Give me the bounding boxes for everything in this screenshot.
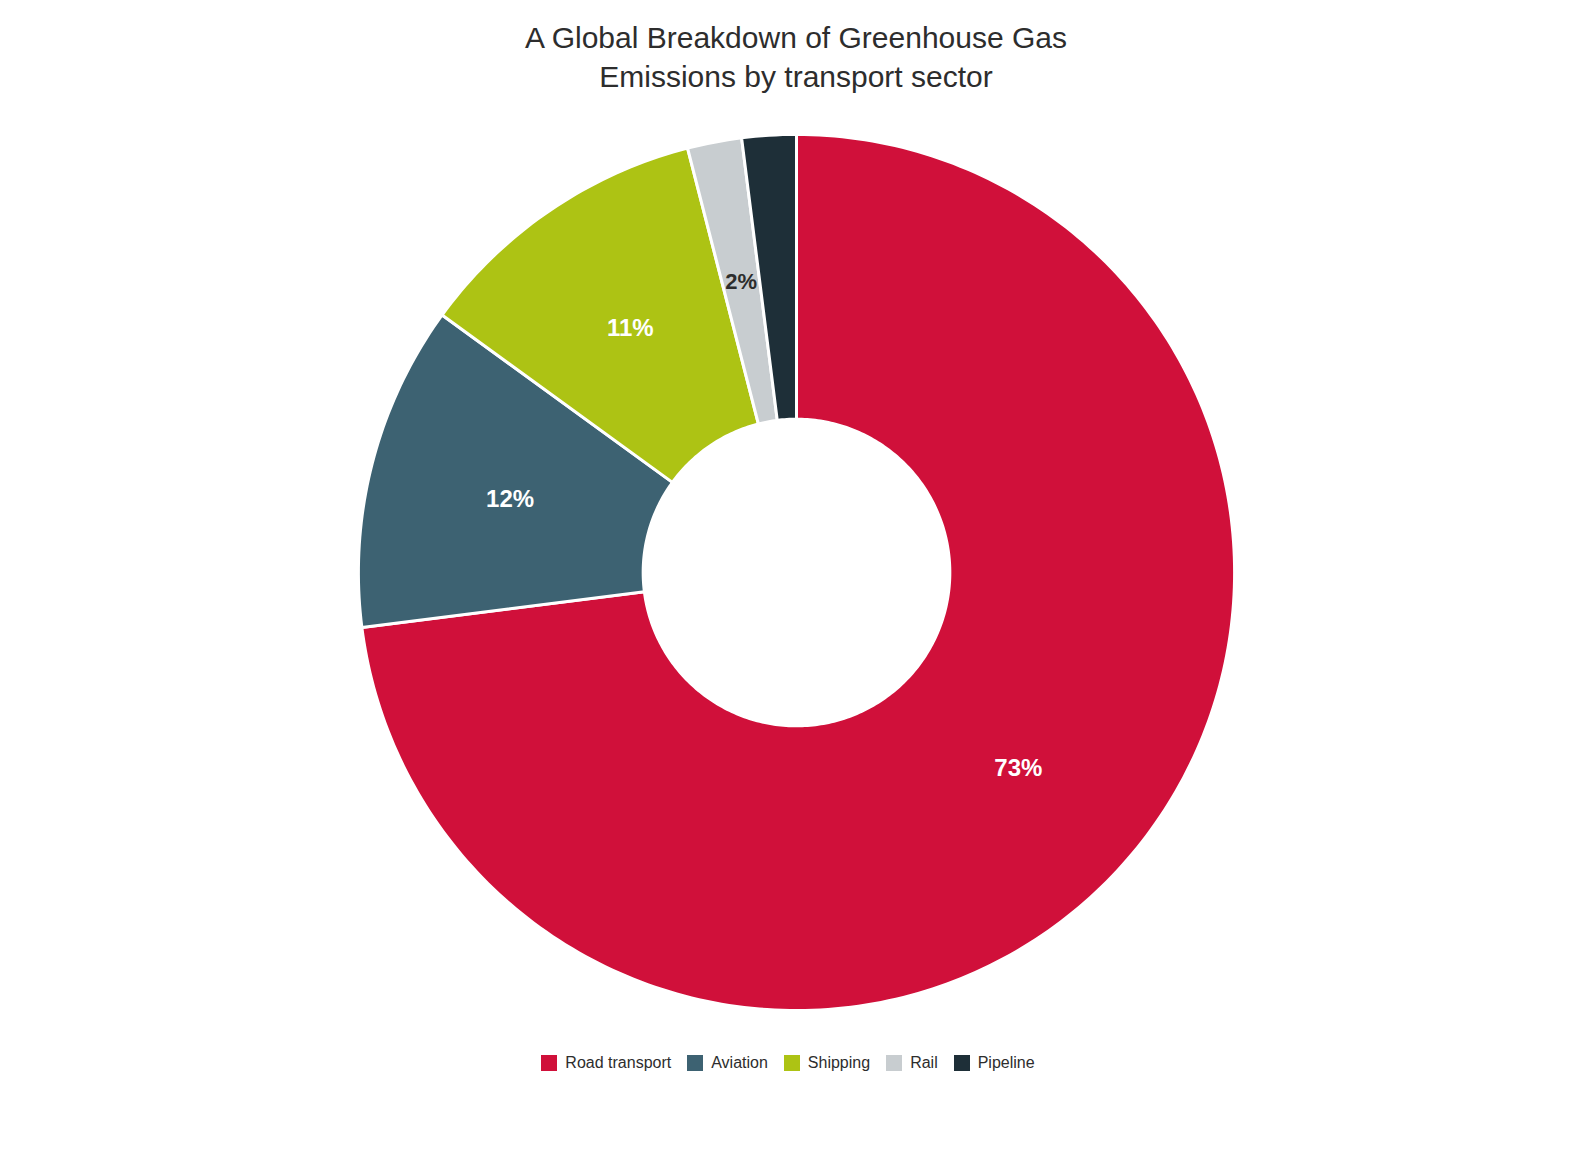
html-text:A Global Breakdown of Greenhou: A Global Breakdown of Greenhouse Gas Emi… <box>525 21 1067 93</box>
html-text:Road transport: Road transport <box>565 1053 672 1071</box>
html-text:Pipeline: Pipeline <box>977 1053 1035 1071</box>
svg-text:12%: 12% <box>486 485 534 512</box>
svg-text:2%: 2% <box>725 269 757 294</box>
html-text:Shipping: Shipping <box>807 1053 871 1071</box>
svg-text:73%: 73% <box>994 754 1042 781</box>
html-text:Rail: Rail <box>910 1053 938 1071</box>
svg-text:11%: 11% <box>607 314 654 341</box>
html-text:Aviation: Aviation <box>711 1053 768 1071</box>
